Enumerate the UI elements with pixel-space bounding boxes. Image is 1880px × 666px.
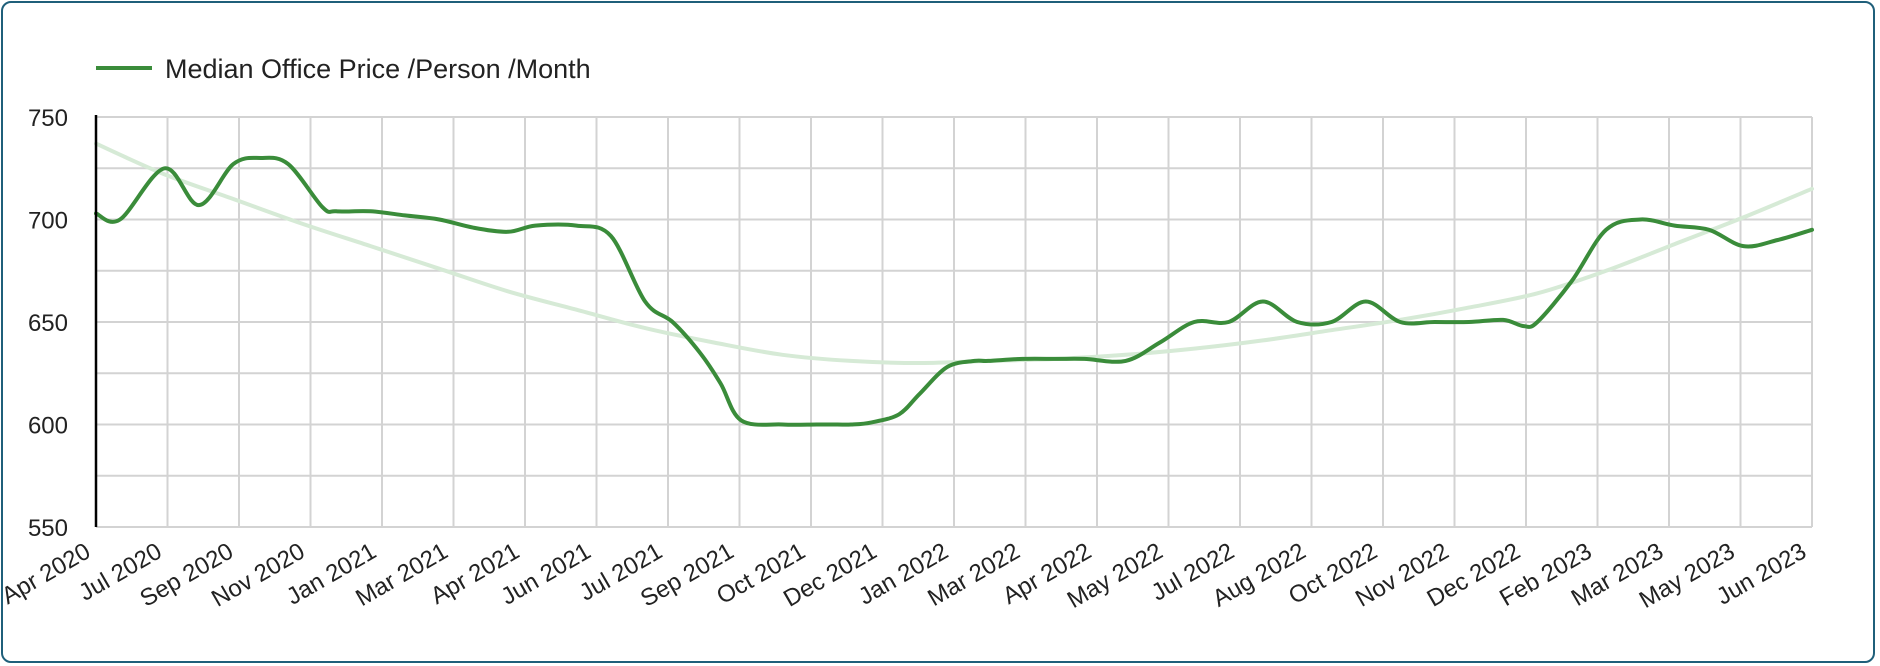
- series-line: [94, 155, 1814, 427]
- x-tick-label: Apr 2020: [0, 538, 95, 610]
- legend: Median Office Price /Person /Month: [96, 54, 591, 84]
- y-tick-label: 650: [28, 310, 68, 337]
- y-tick-label: 750: [28, 105, 68, 132]
- y-tick-labels: 550 600 650 700 750: [28, 105, 68, 542]
- y-tick-label: 550: [28, 515, 68, 542]
- legend-label: Median Office Price /Person /Month: [165, 54, 591, 84]
- y-tick-label: 600: [28, 413, 68, 440]
- series-group: [94, 155, 1814, 427]
- y-tick-label: 700: [28, 208, 68, 235]
- grid: [95, 116, 1813, 528]
